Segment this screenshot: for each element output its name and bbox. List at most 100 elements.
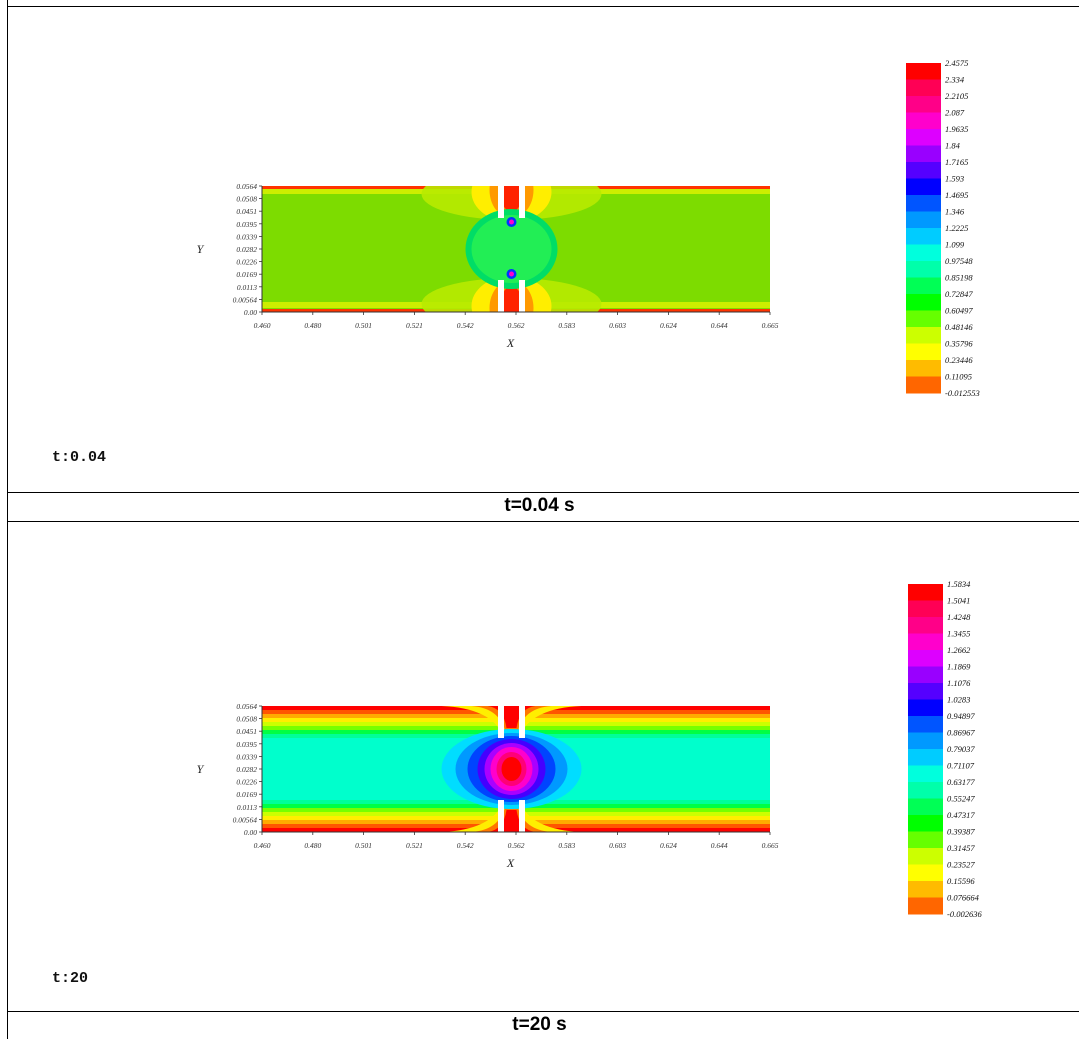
x-axis-label: X <box>506 856 515 870</box>
x-tick-label: 0.562 <box>508 841 525 850</box>
legend-swatch <box>908 716 943 733</box>
x-tick-label: 0.521 <box>406 321 423 330</box>
legend-swatch <box>908 699 943 717</box>
legend-level-label: 0.35796 <box>945 339 973 349</box>
frame-left-border <box>7 0 8 1039</box>
legend-level-label: 1.4248 <box>947 612 971 622</box>
x-tick-label: 0.562 <box>508 321 525 330</box>
legend-level-label: 1.84 <box>945 141 961 151</box>
legend-level-label: 0.71107 <box>947 761 975 771</box>
legend-swatch <box>906 145 941 163</box>
x-tick-label: 0.583 <box>558 841 575 850</box>
legend-level-label: 0.23446 <box>945 355 973 365</box>
orifice-plate-lower-left <box>498 280 504 312</box>
legend-swatch <box>908 666 943 684</box>
legend-level-label: 1.4695 <box>945 190 968 200</box>
x-tick-label: 0.542 <box>457 841 474 850</box>
legend-level-label: 1.5834 <box>947 579 971 589</box>
y-tick-label: 0.00 <box>244 308 257 317</box>
legend-swatch <box>908 881 943 898</box>
caption-t004: t=0.04 s <box>504 495 575 516</box>
legend-level-label: 0.39387 <box>947 827 975 837</box>
legend-level-label: 1.1076 <box>947 678 971 688</box>
contour-panel-t20: 0.460 0.480 0.501 0.521 0.542 0.562 0.583 0.603… <box>197 579 983 919</box>
legend-level-label: 1.1869 <box>947 662 971 672</box>
legend-swatch <box>906 129 941 146</box>
legend-swatch <box>908 798 943 816</box>
legend-level-label: 1.346 <box>945 207 965 217</box>
legend-level-label: -0.012553 <box>945 388 980 398</box>
y-tick-label: 0.0226 <box>236 778 257 787</box>
y-tick-label: 0.0226 <box>236 258 257 267</box>
legend-level-label: 0.15596 <box>947 876 975 886</box>
x-tick-label: 0.480 <box>304 841 321 850</box>
y-tick-label: 0.0113 <box>237 283 257 292</box>
x-axis-label: X <box>506 336 515 350</box>
y-tick-label: 0.00564 <box>233 815 258 824</box>
legend-swatch <box>906 162 941 179</box>
orifice-plate-upper-left <box>498 186 504 218</box>
legend-swatch <box>908 848 943 865</box>
legend-swatch <box>906 343 941 361</box>
legend-level-label: 0.94897 <box>947 711 975 721</box>
lobe-upper-red <box>499 186 524 212</box>
contour-panel-t004: 0.460 0.480 0.501 0.521 0.542 0.562 0.583 0.603… <box>197 58 980 398</box>
orifice-plate-upper-left <box>498 706 504 738</box>
x-tick-label: 0.624 <box>660 321 677 330</box>
y-tick-label: 0.0395 <box>236 740 257 749</box>
center-circle-inner <box>471 215 552 283</box>
y-tick-label: 0.0282 <box>236 245 257 254</box>
time-label-t20: t:20 <box>52 970 89 987</box>
x-tick-label: 0.603 <box>609 321 626 330</box>
legend-level-label: 0.63177 <box>947 777 975 787</box>
legend-swatch <box>908 815 943 832</box>
legend-level-label: 0.076664 <box>947 893 980 903</box>
legend-level-label: 0.97548 <box>945 256 973 266</box>
x-tick-label: 0.460 <box>254 841 271 850</box>
legend-swatch <box>908 584 943 601</box>
legend-swatch <box>906 294 941 311</box>
lobe-lower-red <box>499 286 524 312</box>
y-tick-label: 0.0282 <box>236 765 257 774</box>
x-tick-label: 0.542 <box>457 321 474 330</box>
frame-divider-3 <box>7 1011 1079 1012</box>
legend-level-label: 0.31457 <box>947 843 975 853</box>
frame-divider-1 <box>7 492 1079 493</box>
y-tick-label: 0.0169 <box>236 270 257 279</box>
legend-swatch <box>908 633 943 651</box>
contour-field <box>262 186 770 312</box>
x-tick-label: 0.665 <box>762 321 779 330</box>
legend-level-label: 0.72847 <box>945 289 973 299</box>
legend-swatch <box>908 600 943 618</box>
legend-level-label: 0.55247 <box>947 794 975 804</box>
legend-level-label: 1.7165 <box>945 157 968 167</box>
legend-swatch <box>908 683 943 700</box>
legend-swatch <box>906 310 941 328</box>
legend-level-label: 0.47317 <box>947 810 975 820</box>
legend-swatch <box>906 261 941 278</box>
x-tick-label: 0.501 <box>355 321 372 330</box>
y-axis-label: Y <box>197 242 205 256</box>
legend-swatch <box>906 63 941 80</box>
legend-swatch <box>908 831 943 849</box>
orifice-plate-lower-right <box>519 280 525 312</box>
y-tick-label: 0.0508 <box>236 195 257 204</box>
legend-level-label: 0.48146 <box>945 322 973 332</box>
y-tick-label: 0.00564 <box>233 295 258 304</box>
legend-level-label: 2.334 <box>945 75 965 85</box>
x-tick-label: 0.644 <box>711 321 728 330</box>
legend-swatch <box>906 228 941 245</box>
frame-divider-2 <box>7 521 1079 522</box>
x-tick-label: 0.501 <box>355 841 372 850</box>
y-tick-label: 0.0508 <box>236 715 257 724</box>
legend-level-label: 1.593 <box>945 174 964 184</box>
x-tick-label: 0.521 <box>406 841 423 850</box>
legend-swatch <box>908 732 943 750</box>
legend-swatch <box>908 650 943 667</box>
tip-dot-lower-core <box>509 271 514 277</box>
y-tick-label: 0.0564 <box>236 702 257 711</box>
legend-level-label: 1.2225 <box>945 223 968 233</box>
legend-level-label: 0.23527 <box>947 860 975 870</box>
legend-level-label: 0.86967 <box>947 728 975 738</box>
y-tick-label: 0.00 <box>244 828 257 837</box>
